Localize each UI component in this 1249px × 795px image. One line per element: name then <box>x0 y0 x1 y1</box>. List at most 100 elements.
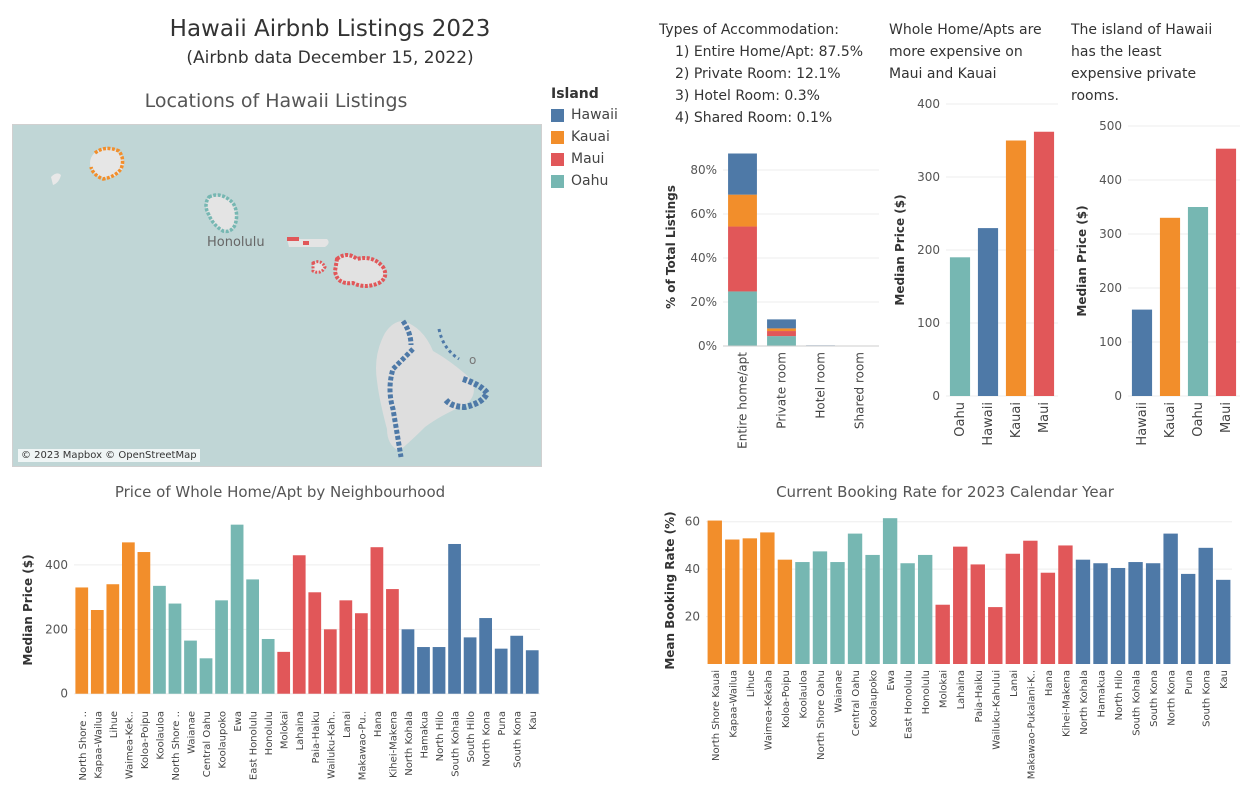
whole-home-price-chart[interactable]: 0 100 200 300 400 Median Price ($) Oahu Hawaii K… <box>890 88 1070 458</box>
x-tick-label: Kauai <box>1163 402 1178 438</box>
bar <box>448 543 461 694</box>
neighbourhood-price-title: Price of Whole Home/Apt by Neighbourhood <box>114 483 446 501</box>
y-tick-label: 80% <box>690 163 717 177</box>
x-tick-label: Lanai <box>342 711 353 738</box>
bar <box>707 520 722 664</box>
x-tick-label: North Shore .. <box>171 711 182 781</box>
bar <box>935 604 950 664</box>
x-tick-label: Koloa-Poipu <box>140 711 151 769</box>
listings-map[interactable]: Honolulu o © 2023 Mapbox © OpenStreetMap <box>12 124 542 467</box>
bar <box>953 546 968 664</box>
bar <box>137 552 151 694</box>
bar <box>479 618 493 694</box>
bar <box>463 637 477 694</box>
room-type-chart[interactable]: 0% 20% 40% 60% 80% % of Total Listings Entire … <box>655 130 885 460</box>
x-tick-label: Koolauloa <box>798 670 809 719</box>
x-tick-label: North Kona <box>482 711 493 767</box>
bar <box>1005 140 1027 396</box>
legend-item-oahu[interactable]: Oahu <box>551 170 618 192</box>
bar <box>323 629 337 694</box>
bar <box>1159 217 1181 396</box>
x-tick-label: South Kohala <box>1132 670 1143 736</box>
x-tick-label: Koolaupoko <box>869 670 880 728</box>
x-tick-label: Puna <box>497 711 508 736</box>
x-tick-label: North Kohala <box>1079 670 1090 735</box>
neighbourhood-price-chart[interactable]: 0 200 400 Median Price ($) North Shore .. Kap… <box>18 505 548 793</box>
bar <box>106 584 120 694</box>
bar <box>215 600 228 694</box>
bar <box>1215 148 1237 396</box>
bar <box>1145 563 1161 664</box>
y-tick-label: 0 <box>932 389 940 403</box>
x-tick-label: Kapaa-Wailua <box>93 711 104 779</box>
x-tick-label: East Honolulu <box>904 670 915 739</box>
x-tick-label: Lihue <box>109 711 120 738</box>
x-tick-label: East Honolulu <box>249 711 260 780</box>
x-tick-label: Entire home/apt <box>736 352 750 449</box>
x-tick-label: Maui <box>1219 402 1234 433</box>
note-line: Maui and Kauai <box>889 66 997 82</box>
note-line: 1) Entire Home/Apt: 87.5% <box>675 44 864 60</box>
bar-segment-oahu <box>767 336 796 346</box>
y-tick-label: 300 <box>917 170 940 184</box>
legend-title: Island <box>551 86 599 102</box>
x-tick-label: South Kohala <box>451 711 462 777</box>
bar <box>1033 131 1055 397</box>
note-line: The island of Hawaii <box>1071 22 1213 38</box>
bar <box>917 554 933 664</box>
bar-segment-hawaii <box>767 319 796 329</box>
x-tick-label: Koolaupoko <box>218 711 229 769</box>
x-tick-label: Koloa-Poipu <box>781 670 792 728</box>
legend-label: Kauai <box>571 129 610 145</box>
bar <box>949 257 971 396</box>
booking-rate-chart[interactable]: 20 40 60 Mean Booking Rate (%) North Shore K… <box>660 505 1244 793</box>
bar <box>246 579 260 694</box>
map-attribution: © 2023 Mapbox © OpenStreetMap <box>18 449 200 462</box>
note-line: has the least <box>1071 44 1162 60</box>
bar <box>339 600 353 694</box>
bar <box>184 640 197 694</box>
x-tick-label: North Shore Oahu <box>816 670 827 760</box>
legend-item-kauai[interactable]: Kauai <box>551 126 618 148</box>
bar-segment-hawaii <box>728 153 757 195</box>
y-axis-label: % of Total Listings <box>664 185 678 309</box>
x-tick-label: Hana <box>1044 670 1055 696</box>
x-tick-label: Wailuku-Kahului <box>991 670 1002 750</box>
legend-swatch <box>551 152 564 166</box>
bar <box>525 650 539 694</box>
dashboard-title: Hawaii Airbnb Listings 2023 <box>169 16 491 42</box>
x-tick-label: Hamakua <box>1097 670 1108 717</box>
x-tick-label: Waianae <box>187 711 198 754</box>
x-tick-label: Kauai <box>1009 402 1024 438</box>
x-tick-label: South Kona <box>1149 670 1160 727</box>
x-tick-label: South Kona <box>513 711 524 768</box>
legend-swatch <box>551 174 564 188</box>
bar <box>742 538 758 664</box>
y-tick-label: 20% <box>690 295 717 309</box>
x-tick-label: Puna <box>1184 670 1195 695</box>
x-tick-label: Kihei-Makena <box>1061 670 1072 737</box>
bar <box>230 524 244 694</box>
y-tick-label: 400 <box>917 97 940 111</box>
y-tick-label: 100 <box>1099 335 1122 349</box>
legend-items: Hawaii Kauai Maui Oahu <box>551 104 618 192</box>
x-tick-label: Waianae <box>834 670 845 713</box>
x-tick-label: South Hilo <box>466 711 477 762</box>
note-line: rooms. <box>1071 88 1119 104</box>
private-room-price-chart[interactable]: 0 100 200 300 400 500 Median Price ($) Hawaii Ka… <box>1072 108 1244 458</box>
legend-swatch <box>551 108 564 122</box>
legend-item-hawaii[interactable]: Hawaii <box>551 104 618 126</box>
bar <box>882 518 898 664</box>
y-tick-label: 40 <box>685 562 700 576</box>
legend-item-maui[interactable]: Maui <box>551 148 618 170</box>
y-axis-label: Mean Booking Rate (%) <box>663 511 677 669</box>
bar-segment-oahu <box>728 291 757 346</box>
x-tick-label: Hotel room <box>814 352 828 419</box>
bar-segment-maui <box>767 331 796 337</box>
x-tick-label: Makawao-Pu.. <box>357 711 368 780</box>
bar <box>1093 563 1108 664</box>
dashboard-subtitle: (Airbnb data December 15, 2022) <box>186 48 474 68</box>
x-tick-label: North Shore Kauai <box>711 670 722 761</box>
map-label-honolulu: Honolulu <box>207 235 265 250</box>
bar <box>370 547 384 694</box>
